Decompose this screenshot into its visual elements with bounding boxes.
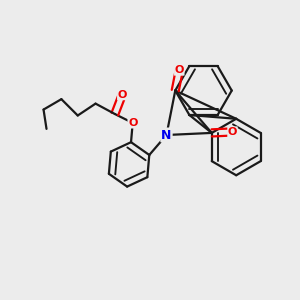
Text: O: O — [128, 118, 137, 128]
Text: O: O — [118, 90, 127, 100]
Text: O: O — [175, 65, 184, 75]
Text: O: O — [228, 127, 237, 137]
Text: N: N — [161, 128, 172, 142]
